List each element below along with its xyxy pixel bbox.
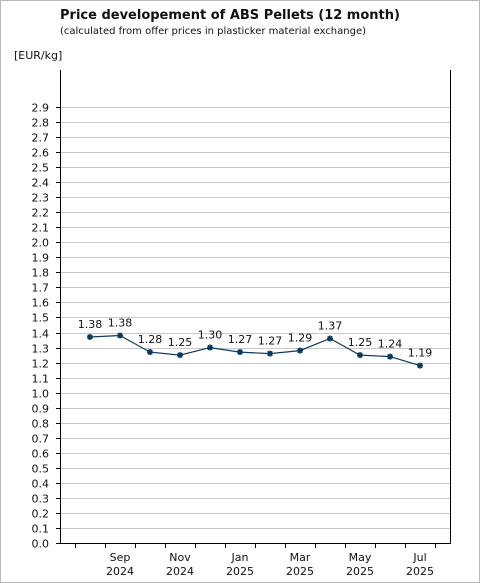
y-tick-label: 0.9 xyxy=(32,403,50,416)
data-label: 1.24 xyxy=(378,338,403,351)
y-tick-label: 0.6 xyxy=(32,448,50,461)
data-label: 1.25 xyxy=(168,336,193,349)
x-tick-label-year: 2025 xyxy=(346,565,374,578)
y-tick-label: 0.1 xyxy=(32,523,50,536)
y-tick-label: 2.3 xyxy=(32,192,50,205)
data-point xyxy=(417,362,423,369)
data-label: 1.25 xyxy=(348,336,373,349)
chart-title: Price developement of ABS Pellets (12 mo… xyxy=(60,8,400,23)
x-tick-label-year: 2025 xyxy=(406,565,434,578)
y-tick-label: 1.6 xyxy=(32,297,50,310)
data-point xyxy=(237,349,243,356)
data-label: 1.27 xyxy=(228,333,253,346)
y-tick-label: 1.8 xyxy=(32,267,50,280)
data-label: 1.19 xyxy=(408,347,433,360)
x-tick-label-year: 2025 xyxy=(286,565,314,578)
y-tick-label: 2.6 xyxy=(32,147,50,160)
data-point xyxy=(207,344,213,351)
data-point xyxy=(297,347,303,354)
data-label: 1.38 xyxy=(108,317,133,330)
data-label: 1.28 xyxy=(138,333,163,346)
data-point xyxy=(357,352,363,359)
y-tick-label: 0.3 xyxy=(32,493,50,506)
y-tick-label: 1.0 xyxy=(32,388,50,401)
y-tick-label: 1.2 xyxy=(32,358,50,371)
y-tick-label: 2.5 xyxy=(32,162,50,175)
data-point xyxy=(87,334,93,341)
x-tick-label-year: 2025 xyxy=(226,565,254,578)
data-label: 1.37 xyxy=(318,320,343,333)
chart-subtitle: (calculated from offer prices in plastic… xyxy=(60,26,366,37)
y-tick-label: 2.1 xyxy=(32,222,50,235)
y-tick-label: 1.5 xyxy=(32,312,50,325)
y-tick-label: 1.3 xyxy=(32,343,50,356)
data-point xyxy=(117,332,123,339)
y-tick-label: 0.8 xyxy=(32,418,50,431)
y-tick-label: 1.7 xyxy=(32,282,50,295)
y-tick-label: 1.4 xyxy=(32,328,50,341)
x-tick-label-month: May xyxy=(349,551,372,564)
y-tick-label: 2.7 xyxy=(32,132,50,145)
data-label: 1.30 xyxy=(198,329,223,342)
x-tick-label-year: 2024 xyxy=(166,565,194,578)
x-tick-label-year: 2024 xyxy=(106,565,134,578)
data-label: 1.38 xyxy=(78,318,103,331)
x-tick-label-month: Jan xyxy=(231,551,249,564)
y-tick-label: 2.4 xyxy=(32,177,50,190)
data-label: 1.27 xyxy=(258,335,283,348)
data-point xyxy=(267,350,273,357)
y-tick-label: 0.5 xyxy=(32,463,50,476)
y-tick-label: 2.9 xyxy=(32,102,50,115)
y-tick-label: 1.1 xyxy=(32,373,50,386)
data-point xyxy=(147,349,153,356)
data-point xyxy=(387,353,393,360)
data-point xyxy=(177,352,183,359)
x-tick-label-month: Nov xyxy=(169,551,191,564)
y-tick-label: 0.7 xyxy=(32,433,50,446)
y-tick-label: 2.0 xyxy=(32,237,50,250)
y-tick-label: 0.4 xyxy=(32,478,50,491)
data-point xyxy=(327,335,333,342)
y-tick-label: 0.0 xyxy=(32,538,50,551)
series-line xyxy=(89,334,421,367)
x-tick-label-month: Mar xyxy=(290,551,311,564)
x-tick-label-month: Sep xyxy=(110,551,131,564)
x-tick-label-month: Jul xyxy=(412,551,426,564)
y-tick-label: 2.2 xyxy=(32,207,50,220)
y-axis-unit-label: [EUR/kg] xyxy=(14,49,63,62)
data-label: 1.29 xyxy=(288,332,313,345)
y-tick-label: 0.2 xyxy=(32,508,50,521)
y-tick-label: 1.9 xyxy=(32,252,50,265)
y-tick-label: 2.8 xyxy=(32,117,50,130)
